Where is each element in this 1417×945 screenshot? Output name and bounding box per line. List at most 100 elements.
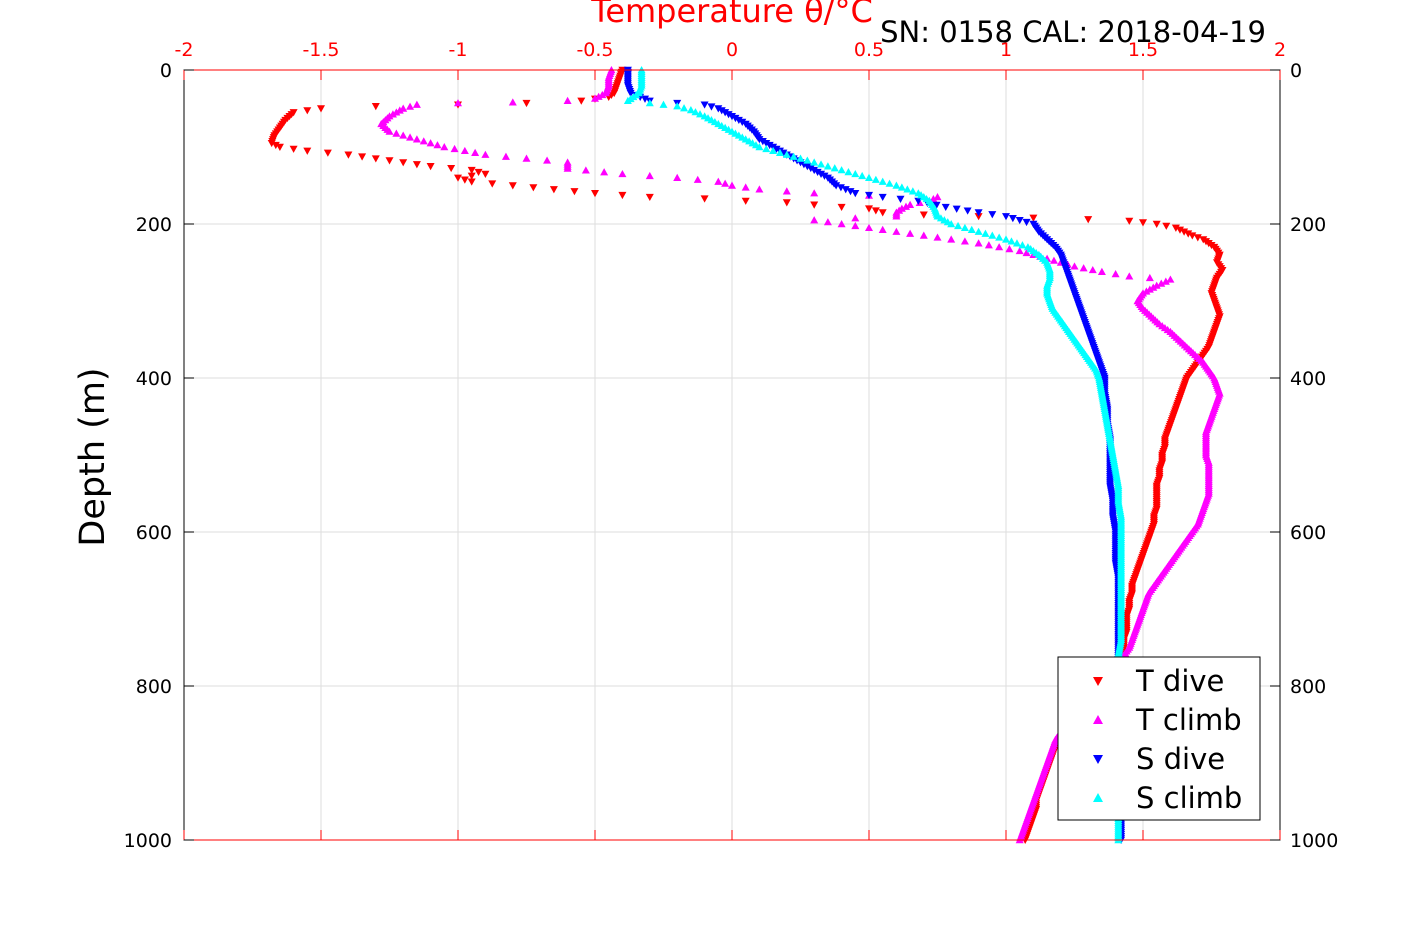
data-point [830,164,839,172]
data-point [813,168,822,177]
data-point [721,109,730,117]
data-point [981,229,990,237]
data-point [963,207,972,215]
data-point [467,166,476,175]
data-point [823,162,832,170]
data-point [738,118,747,126]
data-point [488,180,497,188]
data-point [1171,224,1180,232]
data-point [952,205,961,213]
data-point [858,171,867,180]
data-point [426,139,435,147]
data-point [1018,241,1027,249]
data-point [303,147,312,155]
data-point [865,205,873,213]
data-point [659,100,668,108]
data-point [1125,272,1134,280]
data-point [323,149,332,157]
data-point [741,183,750,191]
y-tick-label-right: 600 [1290,522,1326,544]
data-point [645,171,654,180]
legend-marker [1093,793,1103,802]
data-point [1008,215,1017,223]
data-point [974,239,983,247]
data-point [974,213,983,221]
data-point [908,187,917,195]
data-point [454,174,462,182]
data-point [626,89,635,98]
data-point [481,150,490,158]
data-point [1022,218,1031,227]
data-point [1088,265,1097,274]
data-point [820,172,829,180]
data-point [765,141,774,150]
data-point [810,201,819,209]
data-point [467,178,476,186]
data-point [851,190,860,198]
data-point [1162,222,1171,230]
data-point [810,189,819,197]
data-point [933,193,942,201]
data-point [1015,246,1024,255]
data-point [728,113,736,121]
x-tick-label: -1 [449,39,468,61]
legend-marker [1093,677,1103,686]
y-axis-label: Depth (m) [73,367,113,546]
data-point [577,97,586,105]
data-point [741,197,750,205]
data-point [810,158,819,166]
data-point [941,203,950,212]
data-point [731,114,740,123]
data-point [837,203,846,212]
data-point [714,105,723,113]
y-tick-label-right: 200 [1290,214,1326,236]
y-tick-label-right: 800 [1290,676,1326,698]
data-point [392,129,401,137]
data-point [796,154,805,162]
data-point [1002,235,1010,243]
data-point [303,107,312,115]
legend-label: T dive [1135,664,1224,698]
legend-label: T climb [1135,703,1242,737]
data-point [762,139,771,148]
data-point [275,143,284,151]
data-point [817,170,826,178]
data-point [563,164,572,172]
data-point [803,163,812,171]
data-point [717,107,726,115]
data-point [460,176,469,184]
data-point [846,188,855,196]
data-point [707,103,716,111]
data-point [1007,237,1016,245]
data-point [686,106,695,114]
y-tick-label: 600 [136,522,172,544]
data-point [806,164,815,173]
data-point [878,177,887,185]
data-point [995,243,1004,251]
data-point [1111,270,1120,278]
data-point [1012,239,1021,247]
data-point [901,202,910,210]
data-point [447,164,456,173]
y-tick-label-right: 0 [1290,60,1302,82]
data-point [896,195,905,203]
data-point [1125,217,1134,225]
x-tick-label: 0 [726,39,738,61]
legend-label: S dive [1136,742,1225,776]
data-point [721,179,730,187]
data-point [271,141,280,150]
data-point [947,235,956,243]
data-point [591,190,599,198]
data-point [906,229,915,237]
data-point [755,136,764,144]
data-point [399,131,408,139]
x-tick-label: 1 [1000,39,1012,61]
data-point [851,169,860,178]
data-point [954,221,963,230]
y-tick-label: 200 [136,214,172,236]
data-point [371,155,380,163]
data-point [1161,277,1170,285]
data-point [440,143,449,151]
data-point [385,157,394,165]
chart-title: Temperature θ/°C [590,0,873,30]
